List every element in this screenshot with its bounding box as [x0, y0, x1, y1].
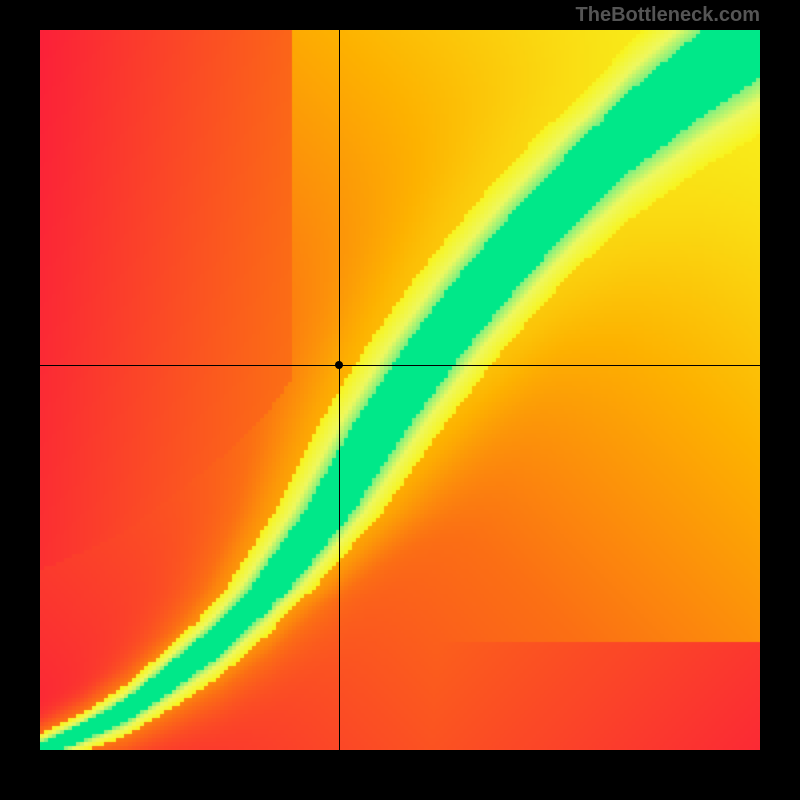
crosshair-vertical: [339, 30, 340, 750]
plot-area: [40, 30, 760, 750]
crosshair-horizontal: [40, 365, 760, 366]
heatmap-canvas: [40, 30, 760, 750]
crosshair-dot: [335, 361, 343, 369]
attribution-text: TheBottleneck.com: [576, 4, 760, 27]
